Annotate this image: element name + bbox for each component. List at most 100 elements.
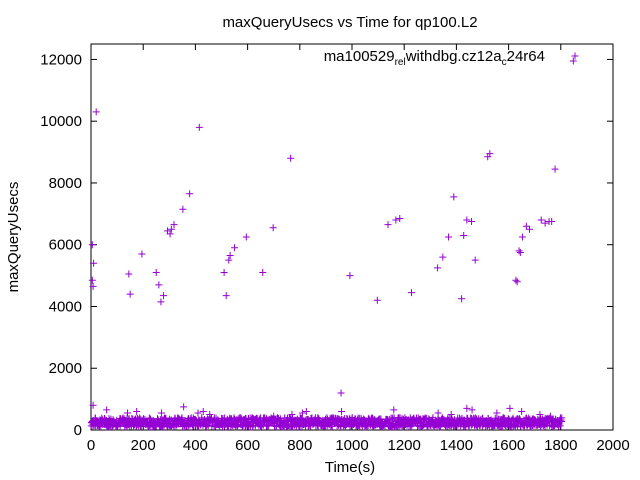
- data-point: [138, 250, 146, 258]
- data-point: [493, 409, 501, 417]
- data-point: [346, 272, 354, 280]
- legend-marker: [571, 52, 579, 60]
- data-point: [302, 407, 310, 415]
- data-point: [518, 233, 526, 241]
- x-tick-label: 400: [183, 437, 208, 454]
- data-point: [259, 269, 267, 277]
- data-point: [468, 406, 476, 414]
- x-tick-label: 0: [87, 437, 95, 454]
- data-point: [390, 406, 398, 414]
- baseline-point: [276, 416, 284, 424]
- data-point: [88, 241, 96, 249]
- data-point: [180, 403, 188, 411]
- x-tick-label: 600: [235, 437, 260, 454]
- y-tick-label: 4000: [49, 298, 82, 315]
- data-point: [569, 57, 577, 65]
- x-tick-label: 1000: [335, 437, 368, 454]
- data-point: [231, 244, 239, 252]
- baseline-point: [188, 420, 196, 428]
- data-point: [206, 411, 214, 419]
- data-point: [515, 247, 523, 255]
- baseline-point: [363, 422, 371, 430]
- data-point: [270, 412, 278, 420]
- data-point: [513, 278, 521, 286]
- data-point: [166, 230, 174, 238]
- x-axis-label: Time(s): [325, 459, 375, 476]
- data-point: [471, 256, 479, 264]
- data-point: [463, 216, 471, 224]
- data-point: [103, 406, 111, 414]
- data-point: [157, 409, 165, 417]
- data-point: [124, 409, 132, 417]
- data-point: [546, 412, 554, 420]
- x-tick-label: 2000: [596, 437, 629, 454]
- data-point: [288, 411, 296, 419]
- data-point: [506, 404, 514, 412]
- y-tick-label: 10000: [40, 113, 82, 130]
- data-point: [408, 289, 416, 297]
- data-point: [287, 154, 295, 162]
- legend-label-part: withdbg.cz12a: [405, 48, 503, 65]
- y-tick-label: 8000: [49, 175, 82, 192]
- data-point: [439, 253, 447, 261]
- data-point: [516, 248, 524, 256]
- data-point: [155, 281, 163, 289]
- data-point: [225, 256, 233, 264]
- x-tick-label: 800: [287, 437, 312, 454]
- data-point: [269, 224, 277, 232]
- legend-label-part: c: [502, 57, 507, 68]
- legend: ma100529relwithdbg.cz12ac24r64: [324, 48, 579, 68]
- data-point: [525, 225, 533, 233]
- axis-ticks: 0 200 400 600 800 1000 1200 1400 1600 1800 2000 0 20…: [40, 44, 630, 454]
- data-point: [133, 407, 141, 415]
- data-point: [88, 276, 96, 284]
- baseline-point: [556, 422, 564, 430]
- data-point: [373, 296, 381, 304]
- legend-label-part: 24r64: [507, 48, 545, 65]
- legend-label: ma100529relwithdbg.cz12ac24r64: [324, 48, 545, 68]
- data-point: [337, 389, 345, 397]
- baseline-point: [558, 418, 566, 426]
- data-point: [186, 190, 194, 198]
- data-point: [518, 407, 526, 415]
- x-tick-label: 200: [131, 437, 156, 454]
- data-point: [512, 276, 520, 284]
- data-point: [522, 222, 530, 230]
- data-point: [126, 290, 134, 298]
- data-point: [179, 205, 187, 213]
- x-tick-label: 1200: [388, 437, 421, 454]
- data-point: [536, 411, 544, 419]
- data-point: [468, 218, 476, 226]
- data-point: [90, 259, 98, 267]
- data-point: [298, 409, 306, 417]
- data-point: [92, 108, 100, 116]
- data-point: [338, 407, 346, 415]
- y-tick-label: 12000: [40, 51, 82, 68]
- data-point: [551, 165, 559, 173]
- plot-frame: [90, 43, 614, 431]
- data-point: [463, 404, 471, 412]
- data-point: [157, 298, 165, 306]
- data-point: [226, 252, 234, 260]
- data-point: [434, 264, 442, 272]
- data-point: [194, 409, 202, 417]
- data-point: [384, 221, 392, 229]
- data-point: [222, 292, 230, 300]
- data-point: [447, 411, 455, 419]
- data-point: [125, 270, 133, 278]
- data-point: [160, 292, 168, 300]
- data-point: [458, 295, 466, 303]
- chart-title: maxQueryUsecs vs Time for qp100.L2: [222, 14, 477, 31]
- data-point: [392, 216, 400, 224]
- data-point: [486, 150, 494, 158]
- data-points: [87, 57, 577, 431]
- data-point: [170, 221, 178, 229]
- data-point: [541, 219, 549, 227]
- data-point: [199, 407, 207, 415]
- data-point: [152, 269, 160, 277]
- baseline-point: [255, 415, 263, 423]
- x-tick-label: 1600: [492, 437, 525, 454]
- baseline-point: [508, 422, 516, 430]
- data-point: [445, 233, 453, 241]
